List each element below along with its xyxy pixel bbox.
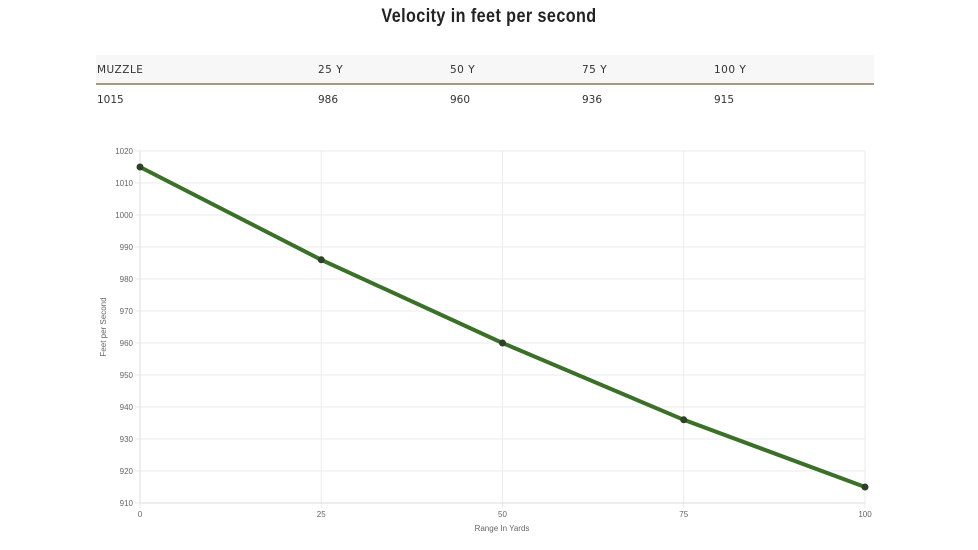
y-tick-label: 1020 bbox=[115, 147, 133, 156]
data-point bbox=[861, 483, 869, 491]
y-tick-label: 930 bbox=[120, 435, 134, 444]
y-tick-label: 910 bbox=[120, 499, 134, 508]
x-tick-label: 50 bbox=[498, 510, 507, 519]
x-tick-label: 0 bbox=[138, 510, 143, 519]
data-point bbox=[317, 256, 325, 264]
header-100y: 100 Y bbox=[714, 64, 747, 76]
cell-50y: 960 bbox=[450, 94, 471, 106]
header-25y: 25 Y bbox=[318, 64, 344, 76]
y-tick-label: 990 bbox=[120, 243, 134, 252]
data-point bbox=[680, 416, 688, 424]
header-75y: 75 Y bbox=[582, 64, 608, 76]
y-tick-label: 970 bbox=[120, 307, 134, 316]
y-tick-label: 1000 bbox=[115, 211, 133, 220]
velocity-table: MUZZLE 25 Y 50 Y 75 Y 100 Y 1015 986 960… bbox=[96, 55, 874, 115]
x-tick-label: 100 bbox=[858, 510, 872, 519]
y-axis-label: Feet per Second bbox=[99, 297, 108, 356]
cell-100y: 915 bbox=[714, 94, 735, 106]
y-tick-label: 1010 bbox=[115, 179, 133, 188]
table-header-row: MUZZLE 25 Y 50 Y 75 Y 100 Y bbox=[96, 55, 874, 85]
y-tick-label: 960 bbox=[120, 339, 134, 348]
x-axis-label: Range In Yards bbox=[475, 524, 530, 533]
header-50y: 50 Y bbox=[450, 64, 476, 76]
y-tick-label: 920 bbox=[120, 467, 134, 476]
cell-muzzle: 1015 bbox=[97, 94, 124, 106]
y-tick-label: 950 bbox=[120, 371, 134, 380]
x-tick-label: 25 bbox=[317, 510, 326, 519]
x-tick-label: 75 bbox=[679, 510, 688, 519]
table-row: 1015 986 960 936 915 bbox=[96, 85, 874, 115]
cell-75y: 936 bbox=[582, 94, 603, 106]
header-muzzle: MUZZLE bbox=[97, 64, 144, 76]
data-point bbox=[136, 163, 144, 171]
page-title: Velocity in feet per second bbox=[381, 6, 597, 27]
y-tick-label: 980 bbox=[120, 275, 134, 284]
cell-25y: 986 bbox=[318, 94, 339, 106]
data-point bbox=[499, 339, 506, 347]
y-tick-label: 940 bbox=[120, 403, 134, 412]
